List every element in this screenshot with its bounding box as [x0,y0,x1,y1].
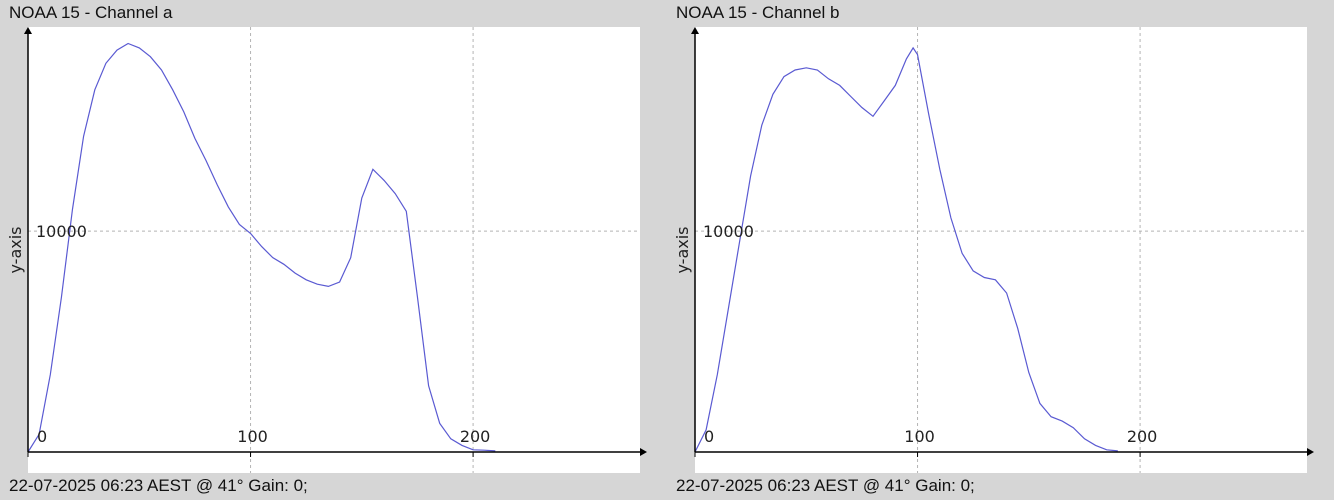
plot-area [28,27,640,473]
x-axis-arrow [640,448,647,456]
series-line [694,46,1118,453]
y-tick-label: 10000 [703,222,754,241]
chart-panel-a: 0 100 200 10000 y-axis NOAA 15 - Channel a 2… [6,3,647,495]
y-tick-label: 10000 [36,222,87,241]
y-axis-label: y-axis [673,226,692,273]
x-tick-label: 0 [37,427,47,446]
y-axis-arrow [691,27,699,34]
chart-title: NOAA 15 - Channel a [9,3,173,22]
chart-panel-b: 0 100 200 10000 y-axis NOAA 15 - Channel b 2… [667,0,1334,500]
x-tick-label: 200 [460,427,491,446]
chart-footer-timestamp: 22-07-2025 06:23 AEST @ 41° Gain: 0; [676,476,975,495]
y-axis-label: y-axis [6,226,25,273]
chart-a: 0 100 200 10000 y-axis [6,27,647,473]
chart-title: NOAA 15 - Channel b [676,3,840,22]
x-tick-label: 0 [704,427,714,446]
chart-b: 0 100 200 10000 y-axis [673,27,1314,473]
x-tick-label: 100 [237,427,268,446]
series-line [27,42,496,453]
plot-area [695,27,1307,473]
chart-footer-timestamp: 22-07-2025 06:23 AEST @ 41° Gain: 0; [9,476,308,495]
y-axis-arrow [24,27,32,34]
x-axis-arrow [1307,448,1314,456]
x-tick-label: 200 [1127,427,1158,446]
x-tick-label: 100 [904,427,935,446]
